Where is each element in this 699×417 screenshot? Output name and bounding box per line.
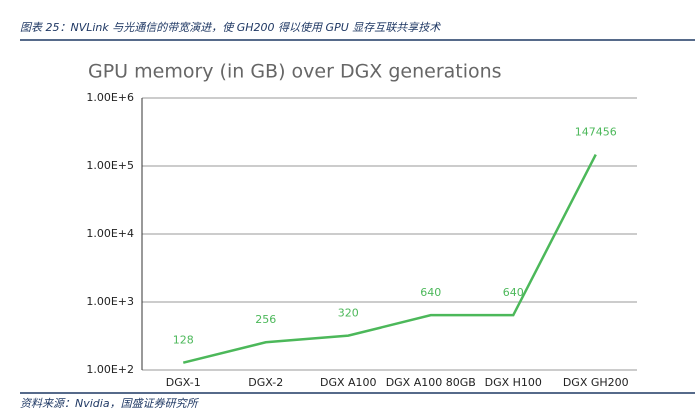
data-label: 256	[255, 313, 276, 326]
x-tick-label: DGX GH200	[563, 376, 629, 389]
data-label: 147456	[575, 126, 617, 139]
x-tick-label: DGX A100 80GB	[386, 376, 476, 389]
y-tick-label: 1.00E+6	[86, 91, 134, 104]
y-tick-label: 1.00E+2	[86, 363, 134, 376]
x-tick-label: DGX A100	[320, 376, 377, 389]
y-tick-label: 1.00E+5	[86, 159, 134, 172]
data-label: 640	[420, 286, 441, 299]
y-tick-label: 1.00E+3	[86, 295, 134, 308]
source: 资料来源：Nvidia，国盛证券研究所	[20, 397, 200, 410]
y-tick-label: 1.00E+4	[86, 227, 134, 240]
data-label: 128	[173, 334, 194, 347]
caption: 图表 25：NVLink 与光通信的带宽演进，使 GH200 得以使用 GPU …	[20, 21, 441, 34]
x-tick-label: DGX H100	[485, 376, 542, 389]
x-tick-label: DGX-1	[166, 376, 201, 389]
x-tick-label: DGX-2	[248, 376, 283, 389]
chart-title: GPU memory (in GB) over DGX generations	[88, 61, 502, 83]
line	[182, 153, 597, 364]
data-label: 640	[503, 286, 524, 299]
data-label: 320	[338, 307, 359, 320]
